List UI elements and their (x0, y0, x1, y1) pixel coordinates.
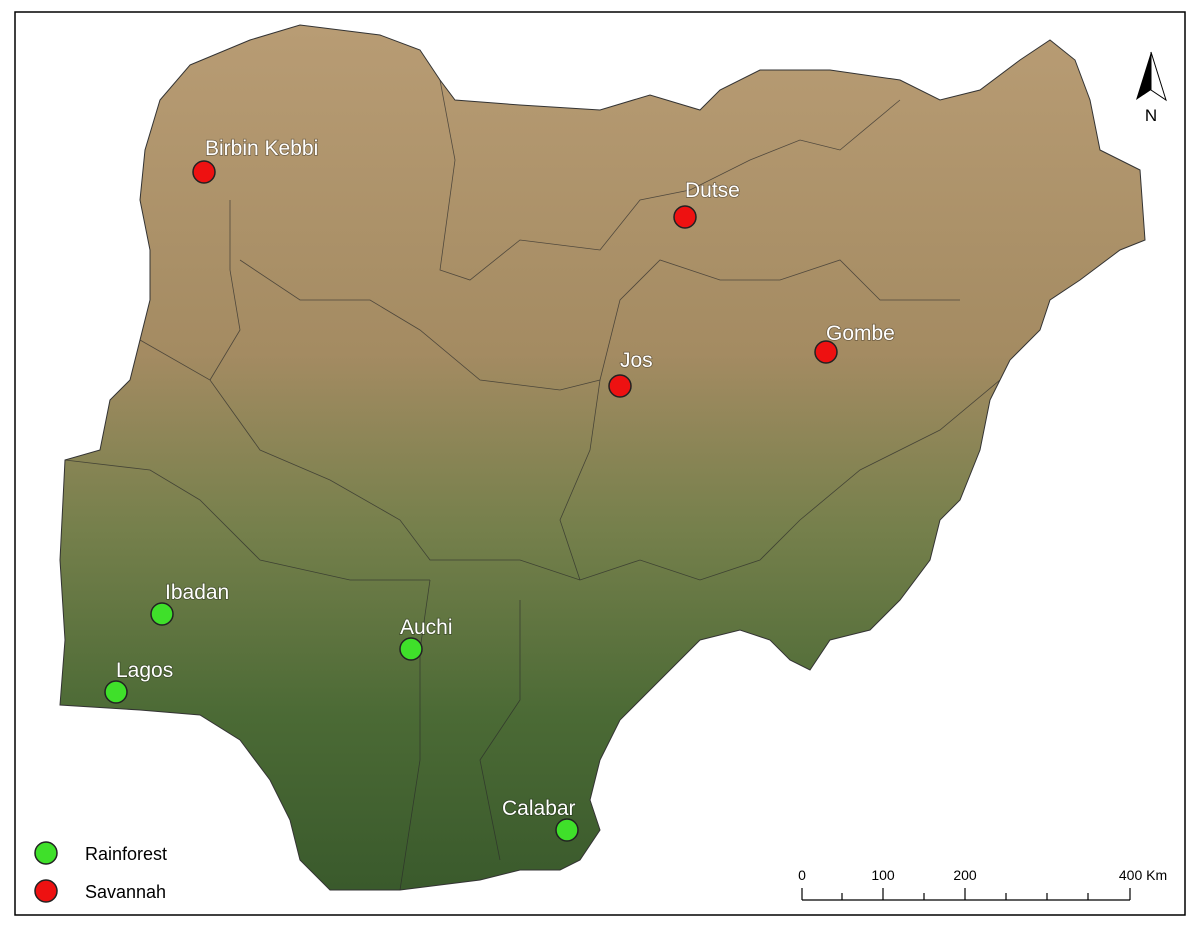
legend-swatch (34, 879, 58, 903)
scale-label: 100 (871, 867, 895, 883)
border (479, 600, 521, 861)
city-marker (608, 374, 632, 398)
city-marker (399, 637, 423, 661)
city-label: Lagos (116, 659, 173, 682)
north-label: N (1145, 106, 1157, 125)
border (399, 579, 431, 891)
border (209, 200, 241, 381)
arrow-half (1136, 52, 1151, 100)
legend-label: Savannah (85, 882, 166, 902)
scale-bar (801, 888, 1131, 901)
cities: Birbin Kebbi Dutse Jos Gombe Ibadan Auch… (104, 136, 896, 842)
city-label: Calabar (502, 797, 576, 820)
arrow-half (1150, 51, 1167, 102)
city-label: Gombe (826, 322, 895, 345)
city-label: Auchi (400, 616, 453, 639)
city-marker (555, 818, 579, 842)
city-marker (814, 340, 838, 364)
legend: Rainforest Savannah (34, 841, 167, 903)
city-label: Jos (620, 349, 653, 372)
state-borders (64, 79, 1001, 891)
city-marker (150, 602, 174, 626)
scale-label: 200 (953, 867, 977, 883)
city-marker (673, 205, 697, 229)
border (64, 459, 430, 581)
border (559, 379, 601, 581)
city-label: Ibadan (165, 581, 229, 604)
city-marker (104, 680, 128, 704)
legend-swatch (34, 841, 58, 865)
legend-label: Rainforest (85, 844, 167, 864)
border (239, 259, 960, 391)
north-arrow: N (1136, 51, 1167, 125)
scale-label: 400 Km (1119, 867, 1167, 883)
city-label: Birbin Kebbi (205, 137, 318, 160)
country-outline (59, 24, 1146, 891)
scale-label: 0 (798, 867, 806, 883)
city-label: Dutse (685, 179, 740, 202)
border (439, 79, 901, 281)
city-marker (192, 160, 216, 184)
